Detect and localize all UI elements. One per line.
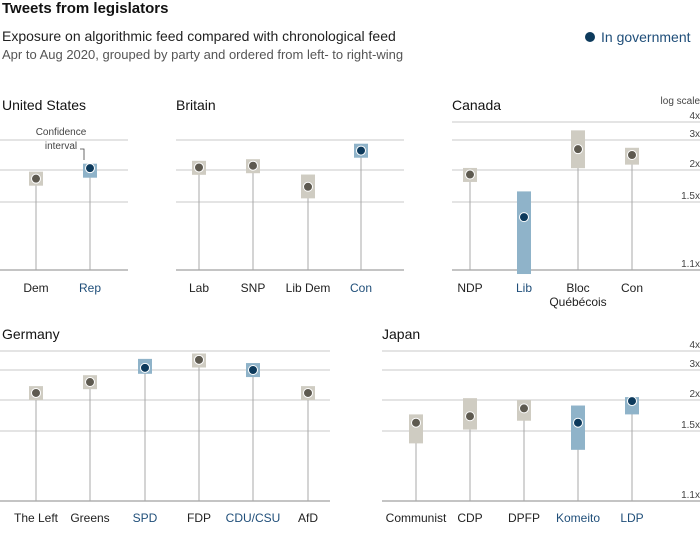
legend: In government: [585, 29, 691, 45]
party-label: FDP: [187, 511, 211, 525]
party-label: CDU/CSU: [226, 511, 281, 525]
tick-label: 2x: [689, 389, 700, 400]
confidence-box: [517, 191, 531, 275]
estimate-dot: [465, 169, 475, 180]
estimate-dot: [31, 173, 41, 184]
panel-title: Britain: [176, 97, 216, 113]
estimate-dot: [303, 387, 313, 398]
party-label: DPFP: [508, 511, 540, 525]
chart-subtitle: Exposure on algorithmic feed compared wi…: [2, 28, 396, 44]
estimate-dot: [248, 365, 258, 375]
panel-title: Canada: [452, 97, 501, 113]
estimate-dot: [573, 144, 583, 155]
party-label: Dem: [23, 281, 48, 295]
estimate-dot: [303, 181, 313, 192]
estimate-dot: [31, 387, 41, 398]
party-label: AfD: [298, 511, 318, 525]
party-label: Rep: [79, 281, 101, 295]
party-label: Bloc: [566, 281, 589, 295]
annotation-leader: [80, 148, 85, 160]
tick-label: 4x: [689, 340, 700, 351]
estimate-dot: [85, 163, 95, 174]
annotation-text: Confidence: [36, 127, 87, 138]
party-label: The Left: [14, 511, 59, 525]
party-label: Greens: [70, 511, 109, 525]
estimate-dot: [411, 417, 421, 428]
legend-dot-icon: [585, 32, 595, 42]
estimate-dot: [194, 354, 204, 365]
estimate-dot: [465, 411, 475, 422]
panel-title: Japan: [382, 326, 420, 342]
scale-label: log scale: [661, 96, 700, 107]
tick-label: 1.1x: [681, 490, 700, 501]
party-label: Con: [621, 281, 643, 295]
party-label: Komeito: [556, 511, 600, 525]
party-label: SNP: [241, 281, 266, 295]
tick-label: 3x: [689, 359, 700, 370]
party-label: Communist: [386, 511, 447, 525]
estimate-dot: [627, 396, 637, 407]
party-label: NDP: [457, 281, 482, 295]
tick-label: 1.5x: [681, 191, 700, 202]
tick-label: 1.5x: [681, 420, 700, 431]
panel-title: Germany: [2, 326, 60, 342]
chart-title: Tweets from legislators: [2, 0, 169, 17]
tick-label: 2x: [689, 159, 700, 170]
annotation-text: interval: [45, 141, 77, 152]
estimate-dot: [519, 403, 529, 414]
estimate-dot: [519, 212, 529, 223]
party-label: Lib Dem: [286, 281, 331, 295]
party-label: CDP: [457, 511, 482, 525]
party-label: SPD: [133, 511, 158, 525]
estimate-dot: [85, 377, 95, 388]
legend-label: In government: [601, 29, 691, 45]
party-label: LDP: [620, 511, 643, 525]
party-label: Con: [350, 281, 372, 295]
estimate-dot: [140, 362, 150, 373]
estimate-dot: [356, 145, 366, 156]
tick-label: 1.1x: [681, 259, 700, 270]
estimate-dot: [573, 417, 583, 428]
tick-label: 3x: [689, 129, 700, 140]
estimate-dot: [248, 160, 258, 171]
chart-subtitle-date: Apr to Aug 2020, grouped by party and or…: [2, 47, 404, 62]
tick-label: 4x: [689, 111, 700, 122]
party-label: Lab: [189, 281, 209, 295]
panel-title: United States: [2, 97, 86, 113]
estimate-dot: [194, 162, 204, 173]
party-label: Québécois: [549, 295, 606, 309]
party-label: Lib: [516, 281, 532, 295]
estimate-dot: [627, 149, 637, 160]
